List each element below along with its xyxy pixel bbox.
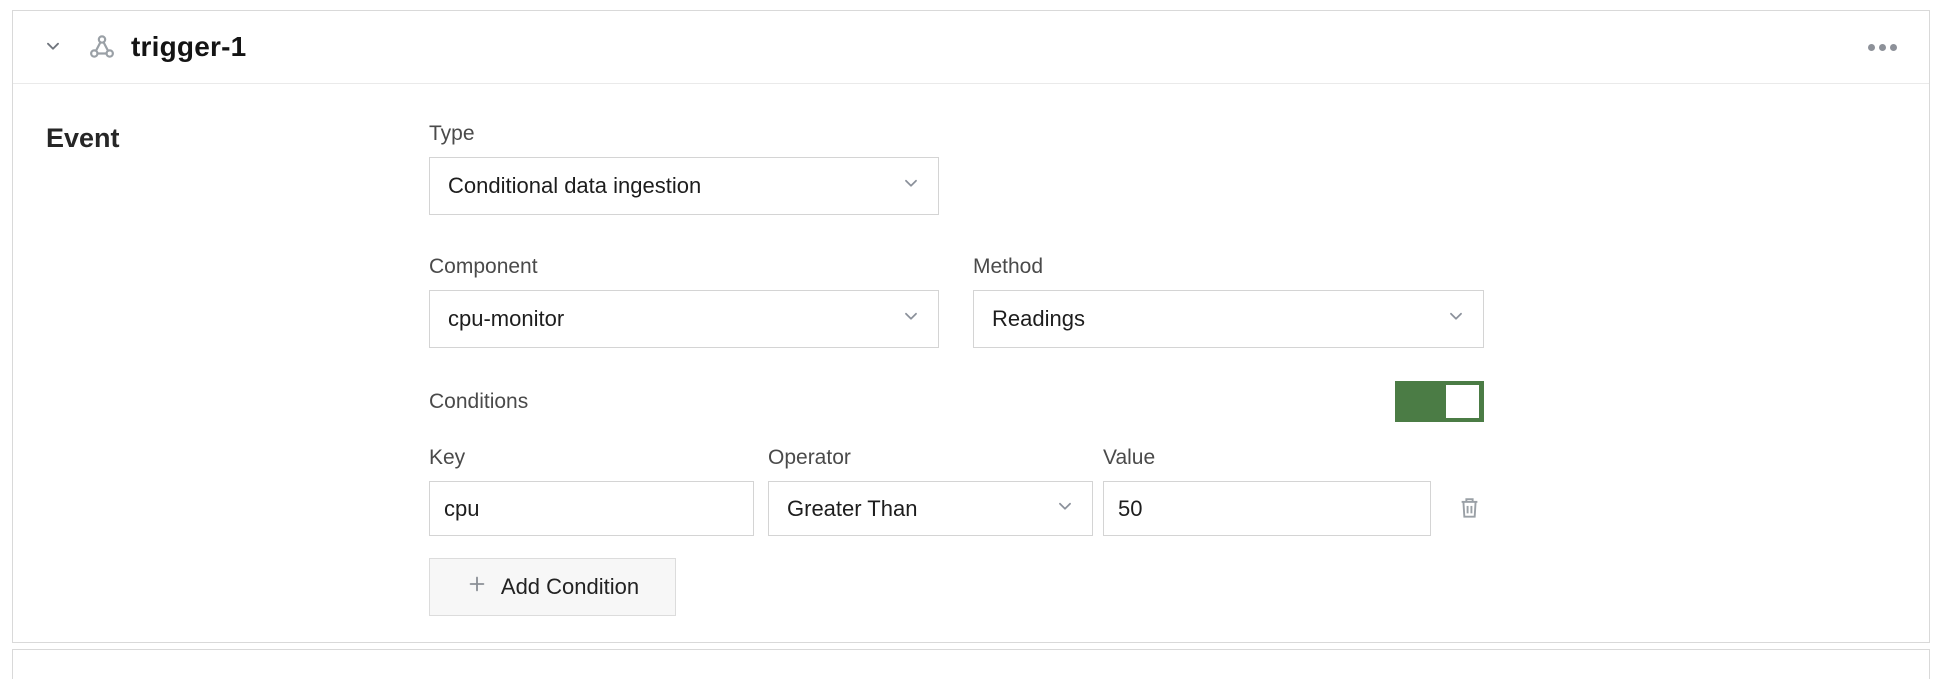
chevron-down-icon <box>1054 495 1076 523</box>
plus-icon <box>466 573 488 601</box>
chevron-down-icon <box>42 35 64 60</box>
component-field-group: Component cpu-monitor <box>429 255 939 348</box>
trigger-card-header: trigger-1 <box>13 11 1929 84</box>
toggle-knob <box>1446 385 1479 418</box>
method-select[interactable]: Readings <box>973 290 1484 348</box>
method-label: Method <box>973 255 1044 278</box>
type-field-group: Type Conditional data ingestion <box>429 122 939 215</box>
operator-field-group: Operator Greater Than <box>768 446 1093 536</box>
next-card-edge <box>12 649 1930 679</box>
event-form: Type Conditional data ingestion Componen… <box>429 122 1484 616</box>
delete-condition-button[interactable] <box>1456 494 1483 524</box>
operator-select[interactable]: Greater Than <box>768 481 1093 536</box>
add-condition-label: Add Condition <box>500 574 640 599</box>
type-select-value: Conditional data ingestion <box>448 173 702 198</box>
trash-icon <box>1456 494 1483 524</box>
trigger-menu-button[interactable] <box>1866 32 1899 62</box>
trigger-card-body: Event Type Conditional data ingestion Co… <box>13 84 1929 616</box>
key-label: Key <box>429 446 466 469</box>
value-input[interactable] <box>1103 481 1431 536</box>
trigger-card: trigger-1 Event Type Conditional data in… <box>12 10 1930 643</box>
conditions-toggle[interactable] <box>1395 381 1484 422</box>
value-label: Value <box>1103 446 1156 469</box>
component-select[interactable]: cpu-monitor <box>429 290 939 348</box>
chevron-down-icon <box>1445 305 1467 333</box>
key-input[interactable] <box>429 481 754 536</box>
chevron-down-icon <box>900 172 922 200</box>
webhook-trigger-icon <box>87 33 117 61</box>
conditions-header-row: Conditions <box>429 381 1484 422</box>
collapse-button[interactable] <box>41 35 65 59</box>
chevron-down-icon <box>900 305 922 333</box>
ellipsis-menu-icon <box>1868 43 1897 51</box>
condition-row: Key Operator Greater Than <box>429 446 1484 536</box>
trigger-title: trigger-1 <box>131 31 247 62</box>
value-field-group: Value <box>1103 446 1431 536</box>
type-label: Type <box>429 122 475 145</box>
type-select[interactable]: Conditional data ingestion <box>429 157 939 215</box>
key-field-group: Key <box>429 446 754 536</box>
component-method-row: Component cpu-monitor Method Readings <box>429 255 1484 348</box>
component-select-value: cpu-monitor <box>448 306 565 331</box>
operator-select-value: Greater Than <box>787 495 918 521</box>
method-field-group: Method Readings <box>973 255 1484 348</box>
add-condition-button[interactable]: Add Condition <box>429 558 676 616</box>
delete-condition-wrap <box>1456 481 1483 536</box>
method-select-value: Readings <box>992 306 1085 331</box>
event-section-label: Event <box>46 123 120 153</box>
operator-label: Operator <box>768 446 851 469</box>
component-label: Component <box>429 255 538 278</box>
conditions-label: Conditions <box>429 389 529 413</box>
